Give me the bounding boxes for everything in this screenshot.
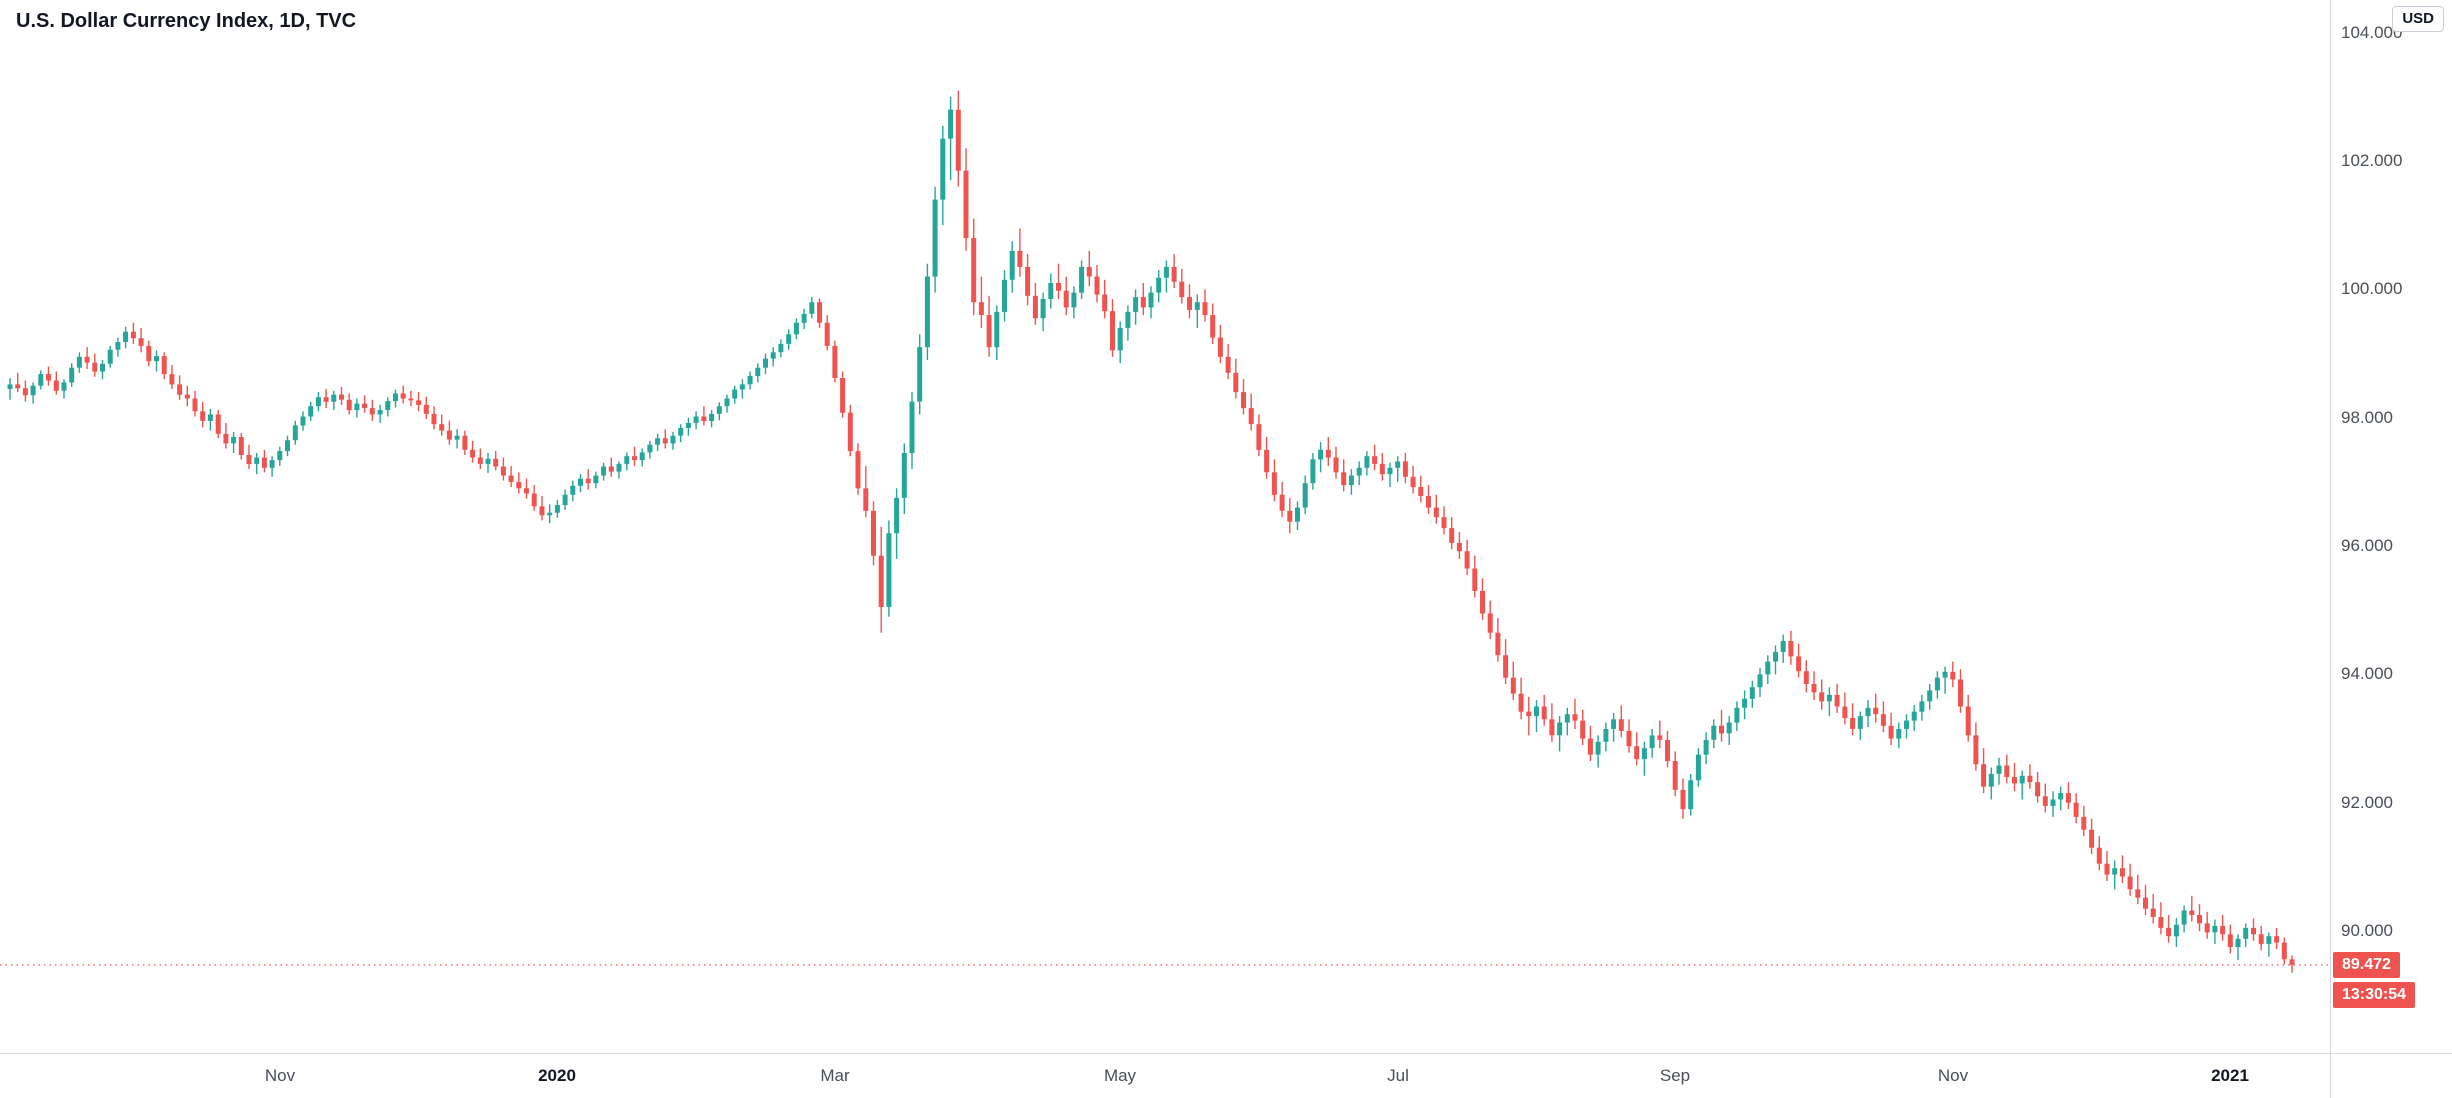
symbol-legend-title[interactable]: U.S. Dollar Currency Index, 1D, TVC — [16, 10, 357, 32]
price-tick-label: 96.000 — [2341, 536, 2393, 555]
time-tick-label: Nov — [1937, 1066, 1969, 1085]
price-tick-label: 98.000 — [2341, 408, 2393, 427]
time-tick-label: Mar — [820, 1066, 850, 1085]
time-tick-label: 2020 — [538, 1066, 576, 1085]
price-tick-label: 102.000 — [2341, 151, 2403, 170]
time-tick-label: Nov — [264, 1066, 296, 1085]
time-tick-label: May — [1103, 1066, 1137, 1085]
price-tick-label: 100.000 — [2341, 279, 2403, 298]
price-tick-label: 94.000 — [2341, 664, 2393, 683]
candlestick-chart — [0, 90, 2330, 973]
bar-countdown-badge: 13:30:54 — [2333, 982, 2416, 1008]
time-tick-label: 2021 — [2211, 1066, 2249, 1085]
price-pane[interactable] — [0, 0, 2330, 1053]
time-axis[interactable]: Nov 2020 Mar May Jul Sep Nov 2021 — [0, 1054, 2330, 1098]
price-axis[interactable]: 104.000 102.000 100.000 98.000 96.000 94.000 9… — [2331, 0, 2452, 1053]
time-tick-label: Jul — [1387, 1066, 1409, 1085]
currency-button[interactable]: USD — [2392, 6, 2444, 32]
price-axis-border — [2330, 0, 2331, 1098]
price-tick-label: 90.000 — [2341, 921, 2393, 940]
last-price-badge: 89.472 — [2333, 952, 2400, 978]
time-tick-label: Sep — [1659, 1066, 1691, 1085]
price-tick-label: 104.000 — [2341, 23, 2403, 42]
time-axis-border — [0, 1053, 2452, 1054]
price-tick-label: 92.000 — [2341, 793, 2393, 812]
